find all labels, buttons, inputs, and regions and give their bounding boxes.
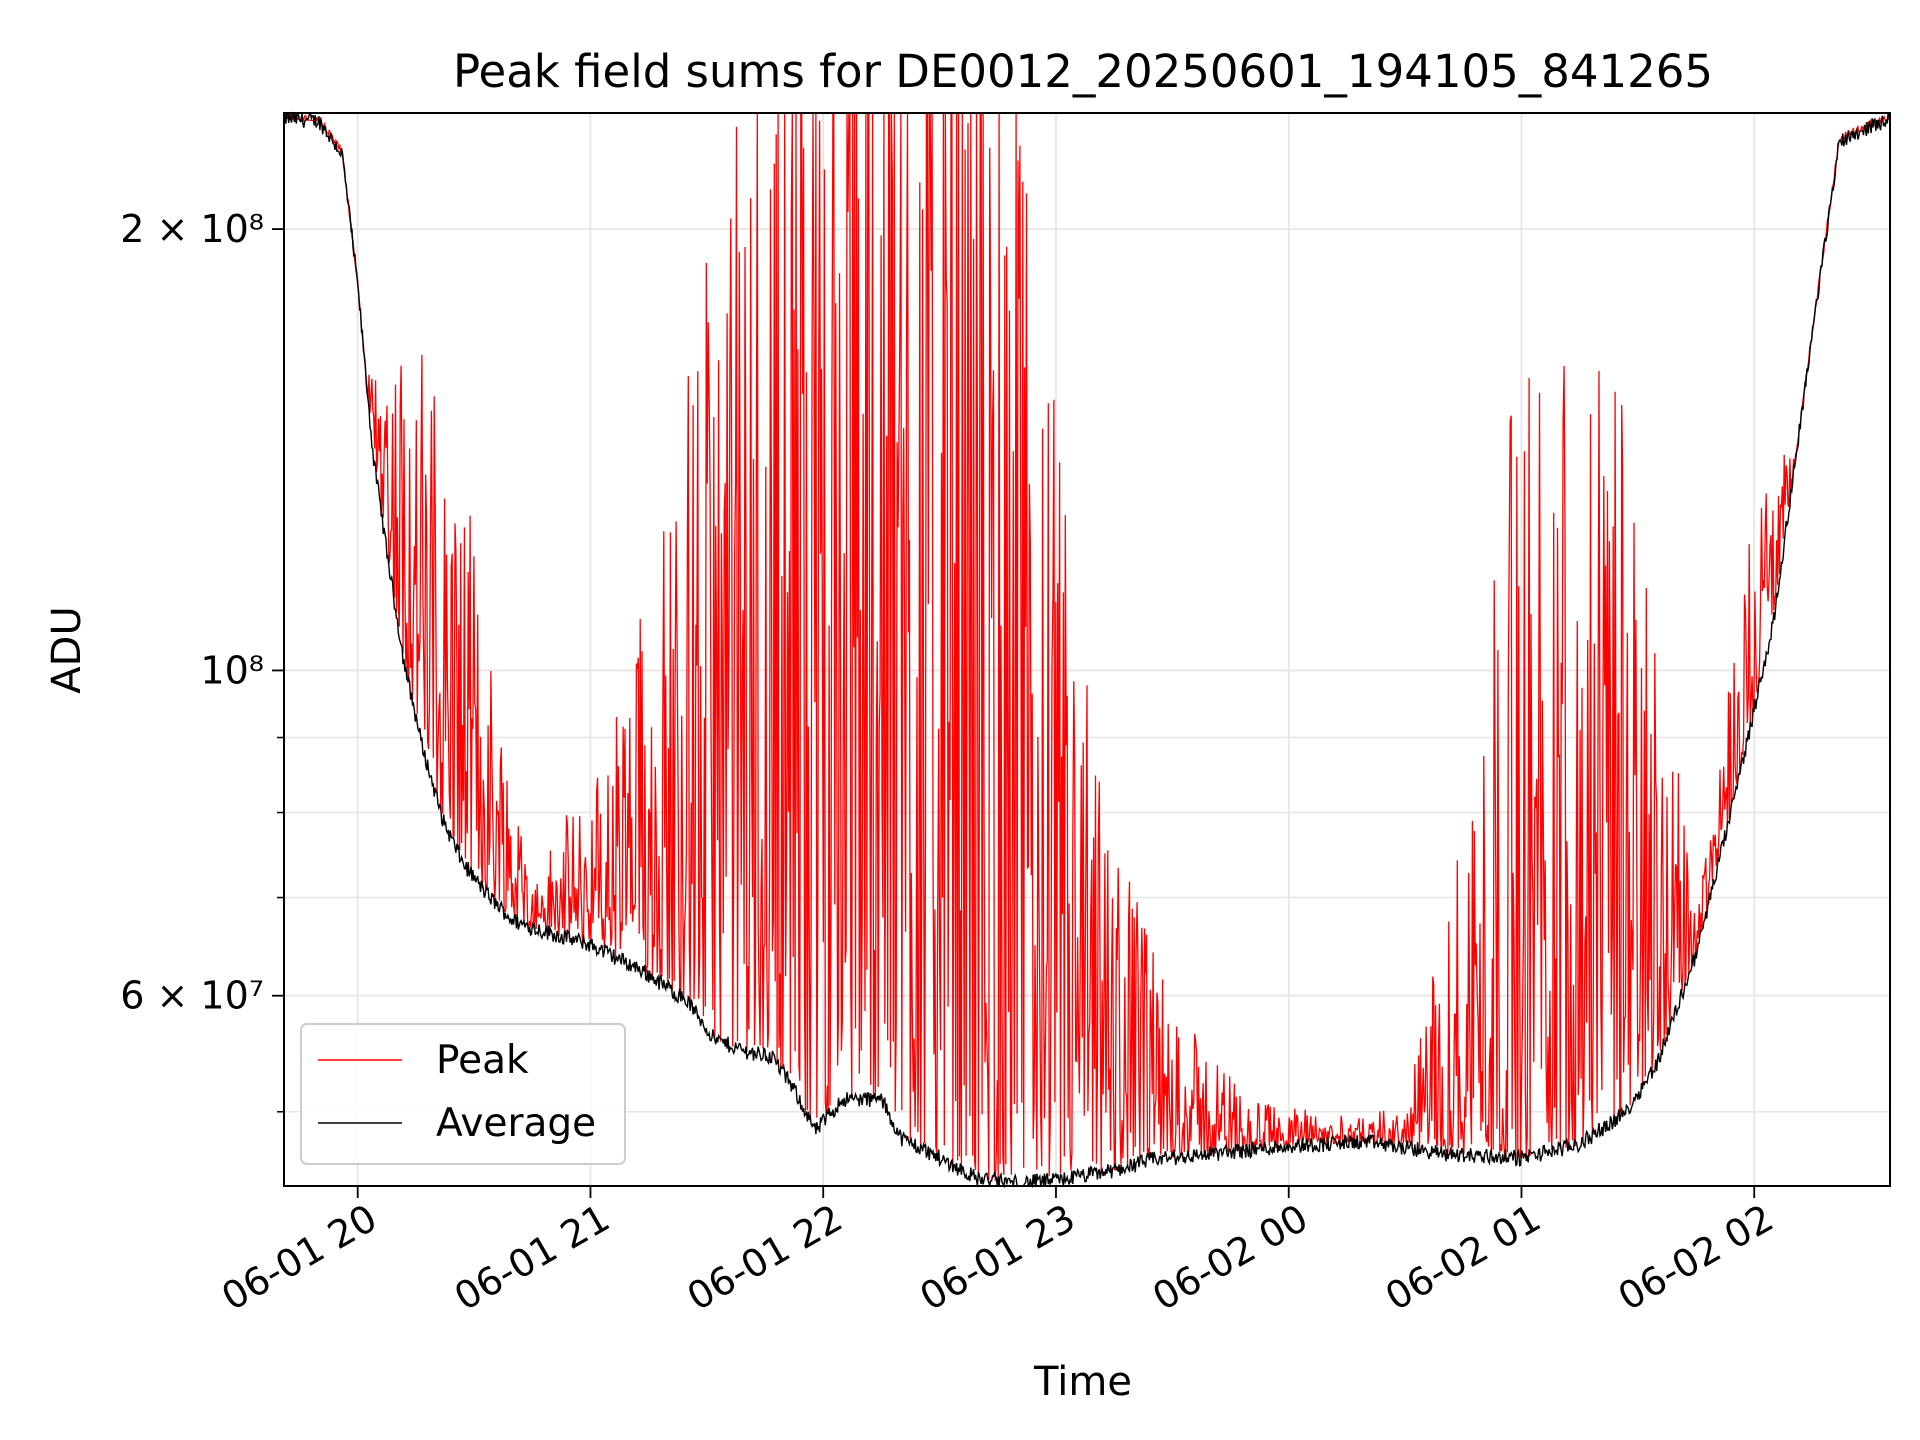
plot-frame [283,112,1891,1187]
y-tick-label: 6 × 10⁷ [120,974,264,1018]
legend-peak-label: Peak [436,1038,529,1083]
x-axis-label: Time [1033,1359,1132,1405]
y-tick-label: 10⁸ [200,648,264,692]
peak-series-line [283,112,1891,1181]
chart-title: Peak field sums for DE0012_20250601_1941… [453,45,1713,98]
series-layer [283,111,1891,1189]
y-tick-label: 2 × 10⁸ [120,207,264,251]
legend: Peak Average [300,1023,626,1165]
legend-box [300,1023,626,1165]
average-series-line [283,111,1891,1189]
legend-average-label: Average [436,1101,596,1146]
y-axis-ticks: 6 × 10⁷ 10⁸ 2 × 10⁸ [120,207,284,1113]
y-axis-label: ADU [44,606,90,693]
